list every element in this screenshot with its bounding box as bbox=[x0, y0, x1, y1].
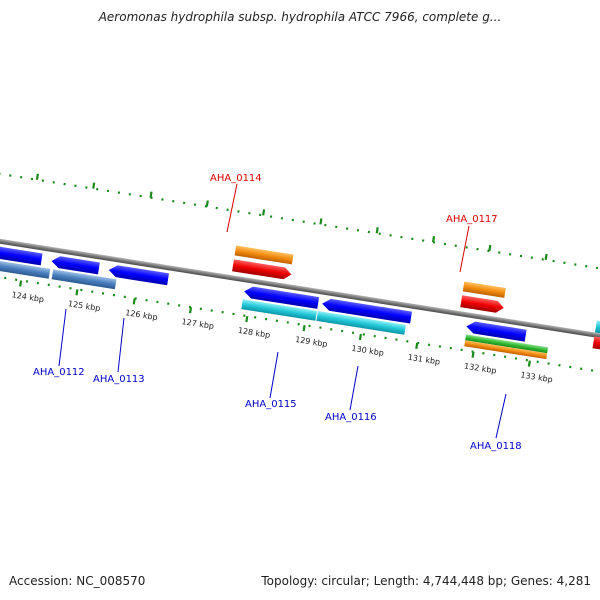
gene-arrow[interactable] bbox=[232, 259, 292, 280]
gene-block[interactable] bbox=[465, 334, 549, 354]
reverse-second-track bbox=[0, 251, 549, 360]
tick-label: 126 kbp bbox=[125, 308, 159, 322]
gene-block[interactable] bbox=[0, 251, 51, 279]
tick-label: 125 kbp bbox=[67, 299, 101, 313]
upper-ruler-track bbox=[0, 165, 600, 280]
forward-gene-track bbox=[232, 245, 600, 358]
tick-label: 127 kbp bbox=[181, 317, 215, 331]
genome-summary-text: Topology: circular; Length: 4,744,448 bp… bbox=[261, 574, 591, 588]
gene-label-blue[interactable]: AHA_0116 bbox=[325, 412, 377, 423]
gene-label-red[interactable]: AHA_0117 bbox=[446, 214, 498, 225]
genome-title: Aeromonas hydrophila subsp. hydrophila A… bbox=[98, 10, 502, 24]
accession-text: Accession: NC_008570 bbox=[9, 574, 146, 588]
gene-block[interactable] bbox=[51, 269, 117, 290]
gene-arrow[interactable] bbox=[321, 298, 412, 324]
gene-block[interactable] bbox=[234, 245, 294, 265]
gene-label-blue[interactable]: AHA_0118 bbox=[470, 441, 522, 452]
gene-arrow[interactable] bbox=[0, 237, 43, 266]
tick-label: 128 kbp bbox=[237, 326, 271, 340]
gene-arrow[interactable] bbox=[51, 255, 100, 275]
gene-arrow[interactable] bbox=[108, 264, 169, 286]
tick-label: 124 kbp bbox=[11, 290, 45, 304]
gene-block[interactable] bbox=[464, 340, 548, 360]
lower-ruler-track bbox=[0, 266, 600, 381]
gene-label-blue[interactable]: AHA_0113 bbox=[93, 374, 145, 385]
gene-arrow[interactable] bbox=[243, 285, 320, 309]
tick-label: 131 kbp bbox=[407, 353, 441, 367]
gene-labels: AHA_0112 AHA_0113 AHA_0115 AHA_0116 AHA_… bbox=[33, 173, 522, 452]
tick-label: 130 kbp bbox=[351, 344, 385, 358]
blue-gene-track bbox=[0, 237, 527, 342]
gene-callouts bbox=[58, 183, 507, 439]
gene-arrow[interactable] bbox=[460, 295, 504, 314]
gene-block[interactable] bbox=[241, 299, 317, 321]
gene-label-blue[interactable]: AHA_0115 bbox=[245, 399, 297, 410]
tick-label: 132 kbp bbox=[463, 362, 497, 376]
tick-label: 133 kbp bbox=[520, 370, 554, 384]
gene-block[interactable] bbox=[592, 336, 600, 358]
gene-block[interactable] bbox=[316, 311, 406, 335]
gene-arrow[interactable] bbox=[465, 320, 527, 342]
genome-backbone bbox=[0, 226, 600, 351]
tick-label: 129 kbp bbox=[295, 335, 329, 349]
gene-label-blue[interactable]: AHA_0112 bbox=[33, 367, 85, 378]
gene-block[interactable] bbox=[462, 281, 506, 298]
gene-label-red[interactable]: AHA_0114 bbox=[210, 173, 262, 184]
